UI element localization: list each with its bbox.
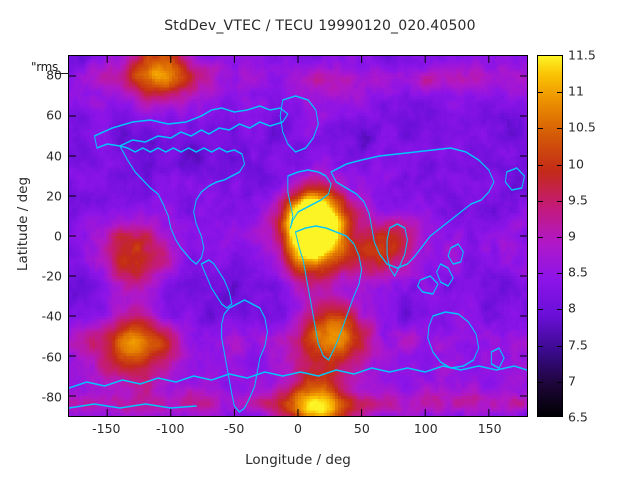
y-tick-label: 80	[46, 67, 62, 83]
map-plot-area[interactable]	[68, 55, 528, 417]
colorbar-tick	[538, 273, 543, 275]
colorbar-tick	[538, 92, 543, 94]
colorbar-tick	[538, 200, 543, 202]
y-axis-tick-labels: 80 60 40 20 0 -20 -40 -60 -80	[0, 0, 62, 480]
x-tick-label: -100	[156, 421, 185, 436]
colorbar[interactable]	[537, 55, 563, 417]
colorbar-tick-label: 9	[568, 228, 576, 244]
y-tick-label: 0	[54, 228, 62, 244]
x-tick-label: 100	[413, 421, 438, 436]
colorbar-tick-label: 10	[568, 156, 584, 172]
x-tick-label: -150	[92, 421, 121, 436]
y-tick-label: -40	[41, 308, 62, 324]
colorbar-tick-label: 11	[568, 83, 584, 99]
colorbar-tick	[538, 345, 543, 347]
colorbar-tick-label: 8	[568, 300, 576, 316]
colorbar-tick-label: 7	[568, 373, 576, 389]
colorbar-tick	[538, 309, 543, 311]
x-tick-label: -50	[223, 421, 245, 436]
stray-clipped-label: "rms_	[31, 60, 64, 74]
colorbar-tick	[557, 92, 562, 94]
stray-clipped-rule	[56, 73, 69, 74]
colorbar-tick-label: 10.5	[568, 119, 596, 135]
colorbar-tick	[538, 164, 543, 166]
colorbar-tick-label: 11.5	[568, 47, 596, 63]
y-tick-label: 60	[46, 107, 62, 123]
axis-tickmarks	[69, 56, 527, 416]
colorbar-tick	[557, 200, 562, 202]
y-tick-label: 40	[46, 148, 62, 164]
colorbar-tick-label: 7.5	[568, 337, 588, 353]
colorbar-gradient	[538, 56, 562, 416]
x-tick-label: 150	[477, 421, 502, 436]
colorbar-tick-label: 9.5	[568, 192, 588, 208]
colorbar-tick	[557, 164, 562, 166]
y-axis-title: Latitude / deg	[15, 176, 31, 272]
colorbar-tick	[538, 237, 543, 238]
colorbar-tick	[557, 128, 562, 130]
colorbar-tick-label: 6.5	[568, 409, 588, 425]
y-tick-label: 20	[46, 188, 62, 204]
x-tick-label: 0	[294, 421, 302, 436]
colorbar-tick	[557, 237, 562, 238]
colorbar-tick	[557, 345, 562, 347]
page-title: StdDev_VTEC / TECU 19990120_020.40500	[164, 18, 476, 34]
colorbar-tick-label: 8.5	[568, 264, 588, 280]
x-axis-title: Longitude / deg	[245, 452, 351, 468]
y-tick-label: -60	[41, 349, 62, 365]
colorbar-tick	[557, 309, 562, 311]
y-tick-label: -20	[41, 268, 62, 284]
y-tick-label: -80	[41, 389, 62, 405]
colorbar-tick	[557, 381, 562, 383]
colorbar-tick	[538, 381, 543, 383]
colorbar-tick	[557, 273, 562, 275]
colorbar-tick	[538, 128, 543, 130]
x-tick-label: 50	[353, 421, 370, 436]
